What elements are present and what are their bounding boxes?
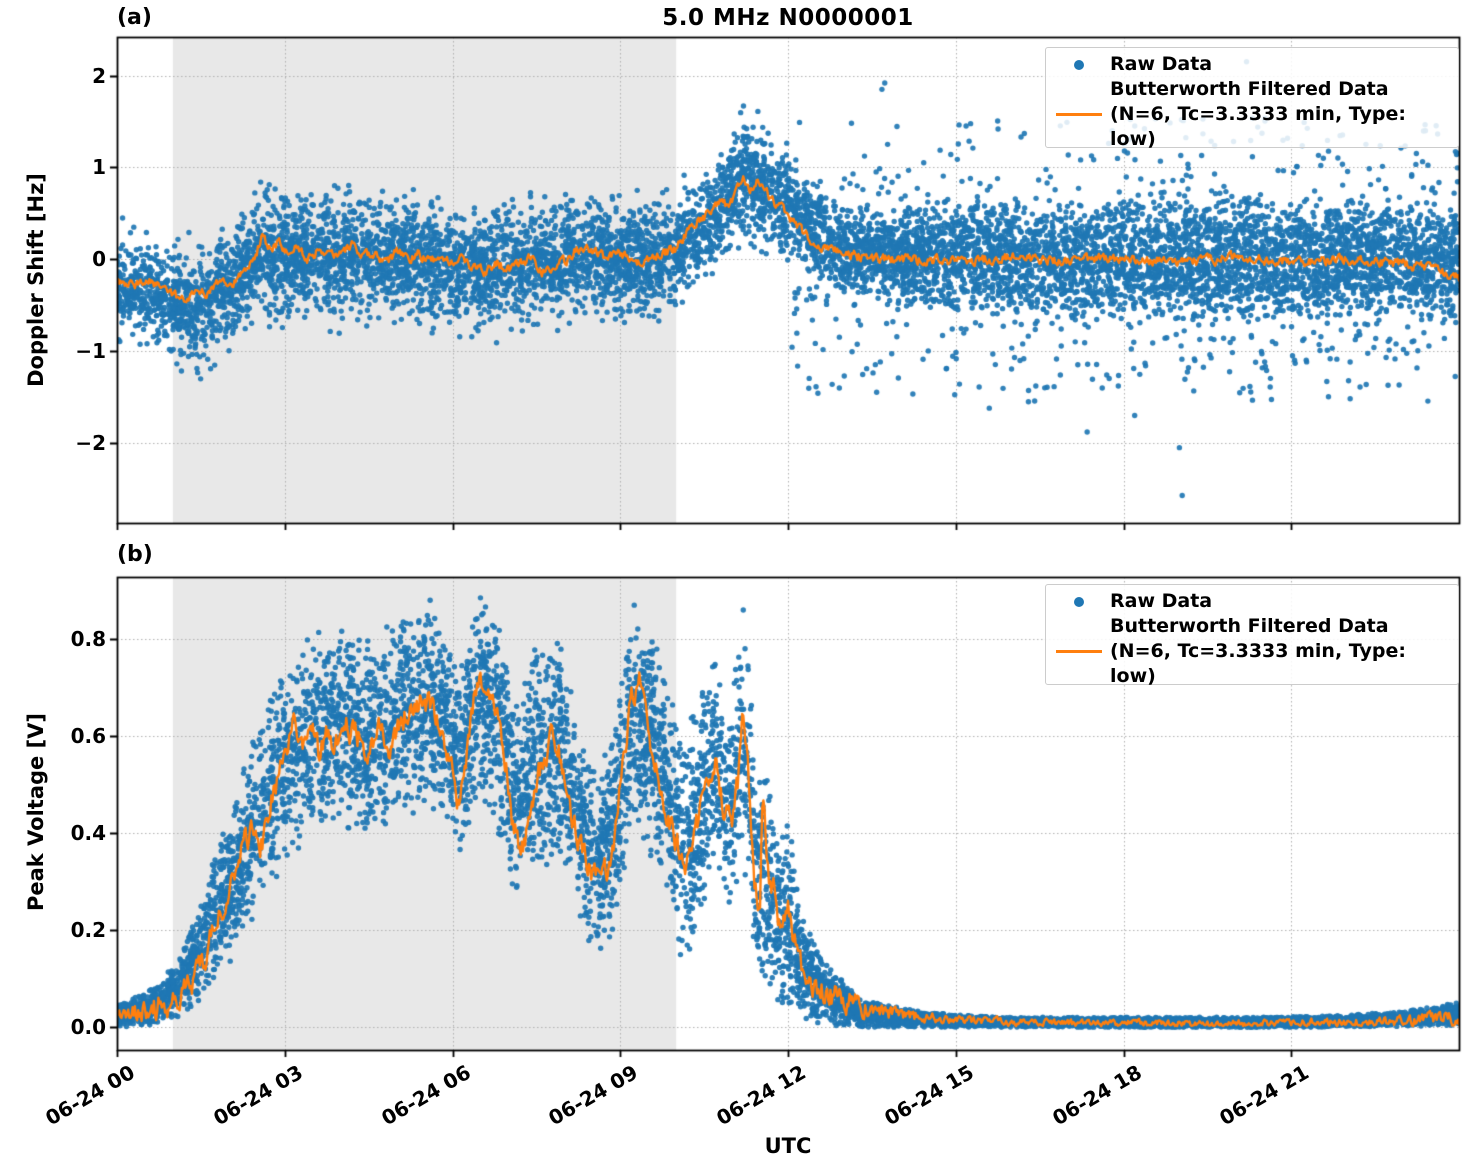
- legend-filtered-label: Butterworth Filtered Data (N=6, Tc=3.333…: [1110, 77, 1452, 152]
- raw-data-marker-icon: [1048, 596, 1110, 607]
- legend-row-raw: Raw Data: [1048, 589, 1452, 614]
- legend-raw-label: Raw Data: [1110, 590, 1213, 612]
- y-tick-label: −2: [75, 431, 106, 456]
- legend-filtered-label-line1: Butterworth Filtered Data: [1110, 615, 1389, 637]
- filtered-line-marker-icon: [1048, 650, 1110, 653]
- legend-filtered-label-line2: (N=6, Tc=3.3333 min, Type: low): [1110, 103, 1406, 150]
- figure-title: 5.0 MHz N0000001: [662, 5, 914, 31]
- legend-raw-label: Raw Data: [1110, 53, 1213, 75]
- legend-filtered-label: Butterworth Filtered Data (N=6, Tc=3.333…: [1110, 614, 1452, 689]
- y-tick-label: 0.2: [70, 918, 106, 943]
- y-tick-label: 0.8: [70, 627, 106, 652]
- x-axis-label: UTC: [764, 1134, 812, 1158]
- panel-b-label: (b): [117, 542, 153, 567]
- y-tick-label: 0.0: [70, 1015, 106, 1040]
- legend-row-raw: Raw Data: [1048, 52, 1452, 77]
- legend-filtered-label-line1: Butterworth Filtered Data: [1110, 78, 1389, 100]
- y-axis-label-doppler: Doppler Shift [Hz]: [24, 173, 48, 387]
- legend-panel-a: Raw Data Butterworth Filtered Data (N=6,…: [1045, 47, 1459, 150]
- y-tick-label: −1: [75, 339, 106, 364]
- legend-panel-b: Raw Data Butterworth Filtered Data (N=6,…: [1045, 584, 1459, 687]
- y-tick-label: 2: [92, 63, 106, 88]
- y-tick-label: 0.6: [70, 724, 106, 749]
- filtered-line-marker-icon: [1048, 113, 1110, 116]
- legend-row-filtered: Butterworth Filtered Data (N=6, Tc=3.333…: [1048, 77, 1452, 152]
- legend-row-filtered: Butterworth Filtered Data (N=6, Tc=3.333…: [1048, 614, 1452, 689]
- y-tick-label: 0.4: [70, 821, 106, 846]
- legend-filtered-label-line2: (N=6, Tc=3.3333 min, Type: low): [1110, 640, 1406, 687]
- panel-a-label: (a): [117, 5, 152, 30]
- y-axis-label-voltage: Peak Voltage [V]: [24, 712, 48, 912]
- raw-data-marker-icon: [1048, 59, 1110, 70]
- y-tick-label: 1: [92, 155, 106, 180]
- y-tick-label: 0: [92, 247, 106, 272]
